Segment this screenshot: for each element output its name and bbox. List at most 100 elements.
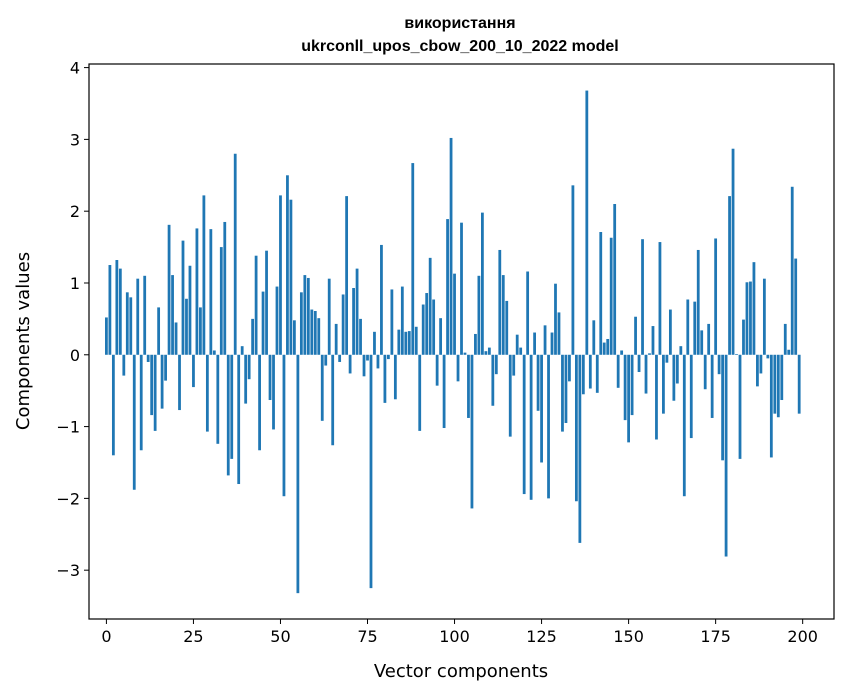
- bar-193: [776, 354, 780, 418]
- x-tick-label: 200: [787, 627, 818, 646]
- bar-182: [738, 354, 742, 459]
- bar-158: [655, 354, 658, 440]
- bar-31: [212, 350, 216, 355]
- bar-130: [557, 312, 561, 355]
- bar-46: [265, 250, 268, 355]
- x-tick-label: 125: [526, 627, 557, 646]
- bar-66: [334, 323, 338, 355]
- bar-155: [644, 354, 648, 394]
- bar-52: [286, 175, 289, 355]
- bar-40: [244, 354, 248, 404]
- bar-178: [724, 354, 728, 557]
- bar-101: [456, 354, 460, 382]
- bar-195: [783, 323, 787, 355]
- bar-24: [188, 265, 192, 355]
- bar-121: [526, 271, 530, 355]
- bar-49: [275, 286, 279, 355]
- bar-188: [759, 354, 763, 374]
- bar-92: [425, 293, 429, 355]
- bar-61: [317, 318, 321, 355]
- bar-125: [540, 354, 543, 463]
- bar-148: [620, 350, 624, 355]
- bar-35: [226, 354, 230, 476]
- bar-187: [756, 354, 759, 387]
- bar-173: [707, 323, 711, 355]
- bar-26: [195, 228, 199, 355]
- bar-0: [105, 317, 108, 355]
- bar-99: [449, 137, 453, 355]
- bar-108: [481, 212, 484, 355]
- bar-172: [703, 354, 707, 390]
- bar-189: [762, 278, 766, 355]
- bar-71: [352, 288, 355, 355]
- bar-164: [675, 354, 679, 384]
- bar-90: [418, 354, 422, 431]
- bar-166: [682, 354, 686, 497]
- bar-95: [435, 354, 439, 386]
- bar-32: [216, 354, 220, 444]
- bar-149: [623, 354, 627, 421]
- bar-5: [122, 354, 126, 376]
- bar-75: [366, 354, 369, 361]
- bar-72: [355, 268, 359, 355]
- bar-67: [338, 354, 342, 362]
- bar-104: [467, 354, 470, 418]
- bar-91: [421, 304, 425, 355]
- bar-57: [303, 275, 307, 355]
- y-tick-label: 0: [70, 346, 80, 365]
- bar-87: [407, 331, 411, 355]
- bar-135: [574, 354, 578, 502]
- bar-2: [111, 354, 115, 456]
- bar-70: [348, 354, 352, 374]
- x-axis-ticks: 0 25 50 75 100 125 150 175 200: [101, 619, 818, 646]
- x-tick-label: 75: [357, 627, 377, 646]
- bar-186: [752, 262, 756, 355]
- bar-33: [219, 247, 223, 355]
- bar-37: [233, 153, 237, 355]
- bar-17: [164, 354, 167, 381]
- bar-22: [181, 240, 185, 355]
- bar-39: [240, 346, 244, 355]
- bar-19: [171, 275, 174, 355]
- bar-170: [696, 249, 700, 355]
- x-axis-label: Vector components: [374, 661, 548, 682]
- bar-36: [230, 354, 234, 459]
- bar-190: [766, 354, 770, 359]
- bar-103: [463, 352, 467, 355]
- bar-62: [320, 354, 324, 421]
- bar-159: [658, 242, 662, 355]
- bar-82: [390, 289, 394, 355]
- bar-150: [627, 354, 630, 443]
- bar-34: [223, 221, 227, 355]
- bar-29: [205, 354, 209, 432]
- bar-129: [554, 283, 557, 355]
- bar-128: [550, 332, 554, 355]
- bar-185: [749, 281, 752, 355]
- bar-73: [359, 318, 362, 355]
- bar-25: [192, 354, 195, 388]
- bar-18: [167, 224, 171, 355]
- bar-11: [143, 275, 147, 355]
- bar-68: [341, 294, 345, 355]
- x-tick-label: 50: [270, 627, 290, 646]
- bar-198: [794, 258, 798, 355]
- bar-168: [689, 354, 693, 439]
- bar-180: [731, 148, 735, 355]
- bar-78: [376, 354, 380, 369]
- bar-109: [484, 351, 488, 355]
- bar-183: [742, 319, 745, 355]
- bar-136: [578, 354, 582, 543]
- bar-139: [588, 354, 592, 389]
- y-axis-label: Components values: [13, 252, 34, 430]
- bar-74: [362, 354, 366, 377]
- bar-114: [501, 275, 505, 355]
- bar-10: [139, 354, 143, 451]
- bar-112: [494, 354, 498, 375]
- bar-157: [651, 326, 655, 355]
- bar-65: [331, 354, 335, 446]
- bar-167: [686, 299, 690, 355]
- bar-94: [432, 299, 436, 355]
- bar-77: [373, 331, 376, 355]
- bar-51: [282, 354, 286, 497]
